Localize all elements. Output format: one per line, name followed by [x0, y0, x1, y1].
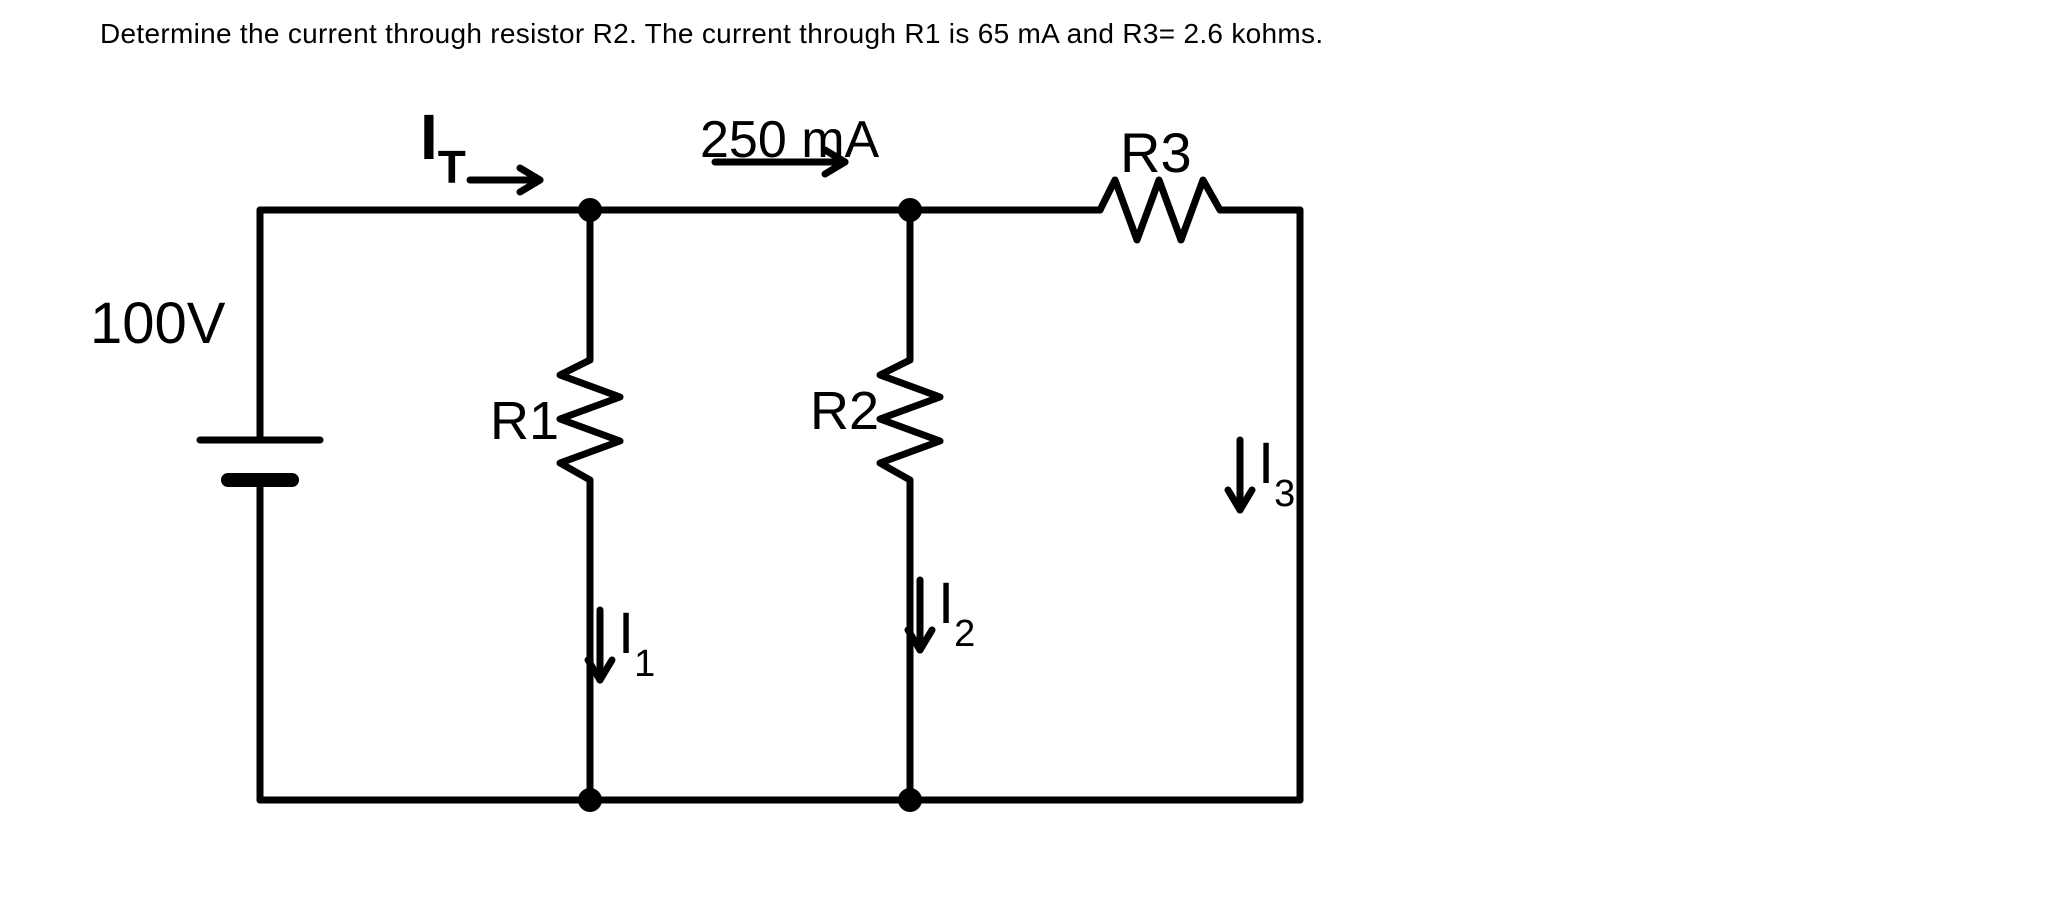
arrow-i3 — [1228, 440, 1252, 510]
label-r1: R1 — [490, 390, 559, 452]
page-root: Determine the current through resistor R… — [0, 0, 2046, 899]
label-r2: R2 — [810, 380, 879, 442]
label-branch-current: 250 mA — [700, 110, 879, 170]
resistor-r1 — [560, 360, 620, 480]
arrow-it — [470, 168, 540, 192]
label-i3: I3 — [1258, 430, 1295, 506]
question-text: Determine the current through resistor R… — [100, 18, 1323, 50]
label-it-prefix: I — [420, 101, 438, 173]
label-i2-sub: 2 — [954, 613, 975, 655]
label-it-sub: T — [438, 141, 466, 193]
circuit-svg — [120, 80, 1440, 860]
node-bot-2 — [898, 788, 922, 812]
label-i2: I2 — [938, 570, 975, 646]
resistor-r3 — [1100, 180, 1230, 240]
label-source-voltage: 100V — [90, 290, 225, 357]
label-i1: I1 — [618, 600, 655, 676]
label-i2-prefix: I — [938, 571, 954, 636]
label-i3-prefix: I — [1258, 431, 1274, 496]
label-r3: R3 — [1120, 120, 1192, 185]
node-top-1 — [578, 198, 602, 222]
node-bot-1 — [578, 788, 602, 812]
label-i1-prefix: I — [618, 601, 634, 666]
label-it: IT — [420, 100, 466, 184]
resistor-r2 — [880, 360, 940, 480]
node-top-2 — [898, 198, 922, 222]
circuit-diagram: 100V IT 250 mA R1 R2 R3 I1 I2 I3 — [120, 80, 1440, 860]
label-i1-sub: 1 — [634, 643, 655, 685]
nodes — [578, 198, 922, 812]
label-i3-sub: 3 — [1274, 473, 1295, 515]
